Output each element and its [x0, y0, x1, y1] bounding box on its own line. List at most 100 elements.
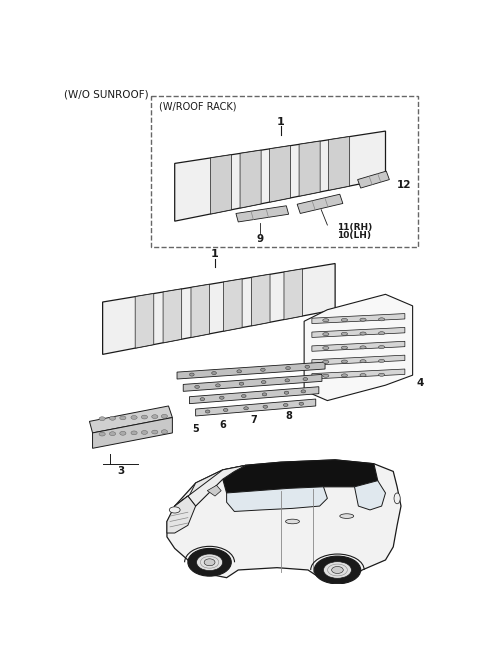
Polygon shape: [211, 155, 232, 214]
Polygon shape: [188, 465, 246, 506]
Ellipse shape: [360, 346, 366, 349]
Text: 6: 6: [219, 420, 226, 430]
Ellipse shape: [341, 318, 348, 321]
Ellipse shape: [283, 403, 288, 407]
Ellipse shape: [379, 332, 385, 335]
Polygon shape: [270, 146, 290, 202]
Polygon shape: [312, 327, 405, 337]
Ellipse shape: [241, 394, 246, 398]
Ellipse shape: [263, 405, 268, 408]
Ellipse shape: [131, 431, 137, 435]
Ellipse shape: [305, 365, 310, 368]
Ellipse shape: [323, 319, 329, 322]
Polygon shape: [191, 284, 210, 337]
Polygon shape: [329, 136, 349, 190]
Text: 4: 4: [417, 378, 424, 388]
Ellipse shape: [323, 360, 329, 363]
Polygon shape: [252, 274, 270, 326]
Text: 11(RH): 11(RH): [337, 223, 372, 232]
Ellipse shape: [219, 396, 224, 400]
Ellipse shape: [141, 430, 147, 434]
Polygon shape: [312, 341, 405, 352]
Text: 9: 9: [256, 234, 264, 244]
Ellipse shape: [341, 360, 348, 363]
Text: 3: 3: [117, 466, 124, 476]
Polygon shape: [240, 150, 261, 208]
Polygon shape: [312, 369, 405, 379]
Polygon shape: [207, 485, 221, 496]
Ellipse shape: [303, 377, 308, 380]
Text: 10(LH): 10(LH): [337, 232, 372, 240]
Polygon shape: [284, 269, 302, 319]
Ellipse shape: [196, 554, 223, 571]
Ellipse shape: [360, 332, 366, 335]
Ellipse shape: [237, 370, 241, 373]
Polygon shape: [103, 264, 335, 354]
Ellipse shape: [301, 390, 306, 393]
Ellipse shape: [161, 415, 168, 419]
Ellipse shape: [284, 391, 289, 394]
Ellipse shape: [394, 493, 400, 504]
Text: (W/O SUNROOF): (W/O SUNROOF): [64, 89, 148, 100]
Polygon shape: [223, 460, 378, 493]
Ellipse shape: [285, 379, 289, 382]
Polygon shape: [89, 406, 172, 433]
Ellipse shape: [99, 417, 105, 420]
Polygon shape: [312, 314, 405, 323]
Ellipse shape: [204, 559, 215, 565]
Ellipse shape: [286, 367, 290, 369]
Ellipse shape: [152, 415, 158, 419]
Ellipse shape: [261, 368, 265, 371]
Polygon shape: [358, 171, 389, 188]
Polygon shape: [299, 141, 320, 196]
Ellipse shape: [299, 402, 304, 405]
Text: 7: 7: [251, 415, 257, 425]
Ellipse shape: [262, 393, 267, 396]
Ellipse shape: [332, 567, 343, 573]
Text: 1: 1: [277, 117, 285, 127]
Ellipse shape: [379, 373, 385, 377]
Polygon shape: [304, 295, 413, 401]
Text: 8: 8: [285, 411, 292, 421]
Polygon shape: [312, 355, 405, 365]
Polygon shape: [93, 417, 172, 448]
Polygon shape: [190, 387, 319, 403]
Ellipse shape: [188, 548, 231, 576]
Ellipse shape: [341, 346, 348, 349]
Polygon shape: [224, 279, 242, 331]
Ellipse shape: [99, 432, 105, 436]
Ellipse shape: [120, 432, 126, 435]
Ellipse shape: [262, 380, 266, 384]
Ellipse shape: [314, 556, 360, 584]
Polygon shape: [135, 293, 154, 348]
Ellipse shape: [379, 318, 385, 321]
Ellipse shape: [323, 333, 329, 336]
Ellipse shape: [341, 333, 348, 335]
Polygon shape: [177, 362, 325, 379]
Ellipse shape: [360, 373, 366, 377]
Ellipse shape: [205, 410, 210, 413]
Ellipse shape: [340, 514, 354, 518]
Polygon shape: [196, 399, 316, 416]
Ellipse shape: [109, 432, 116, 436]
Ellipse shape: [200, 398, 204, 401]
Ellipse shape: [212, 371, 216, 375]
Text: 5: 5: [192, 424, 199, 434]
Ellipse shape: [379, 359, 385, 363]
Polygon shape: [167, 496, 196, 533]
Ellipse shape: [323, 346, 329, 350]
Text: 1: 1: [211, 249, 219, 259]
Ellipse shape: [195, 385, 199, 388]
Polygon shape: [297, 194, 343, 213]
Ellipse shape: [152, 430, 158, 434]
Polygon shape: [236, 206, 288, 222]
Ellipse shape: [161, 430, 168, 434]
Polygon shape: [175, 131, 385, 221]
Polygon shape: [227, 487, 327, 512]
Ellipse shape: [323, 374, 329, 377]
Ellipse shape: [239, 382, 244, 385]
Ellipse shape: [190, 373, 194, 376]
Ellipse shape: [360, 318, 366, 321]
Polygon shape: [355, 481, 385, 510]
Ellipse shape: [360, 359, 366, 363]
